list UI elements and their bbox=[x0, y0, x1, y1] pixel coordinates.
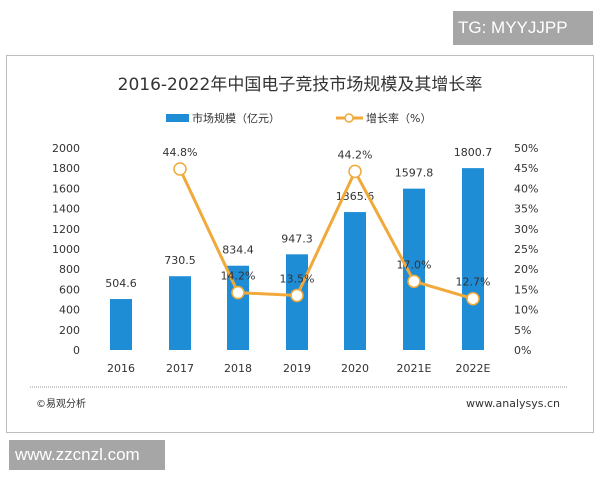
x-tick: 2021E bbox=[397, 362, 432, 375]
bar-label: 1597.8 bbox=[395, 167, 434, 180]
footer-url: www.analysys.cn bbox=[466, 397, 560, 410]
y-left-tick: 1400 bbox=[52, 203, 80, 216]
chart-frame bbox=[6, 55, 594, 433]
growth-label: 13.5% bbox=[280, 272, 315, 285]
growth-label: 44.2% bbox=[338, 148, 373, 161]
x-tick: 2019 bbox=[283, 362, 311, 375]
growth-point-2019 bbox=[290, 288, 304, 303]
y-right-tick: 5% bbox=[514, 324, 531, 337]
y-left-tick: 1800 bbox=[52, 162, 80, 175]
bar-2016 bbox=[110, 299, 132, 350]
chart-title: 2016-2022年中国电子竞技市场规模及其增长率 bbox=[118, 75, 483, 95]
y-right-tick: 15% bbox=[514, 283, 538, 296]
y-left-tick: 0 bbox=[73, 344, 80, 357]
y-left-tick: 400 bbox=[59, 304, 80, 317]
y-right-tick: 20% bbox=[514, 263, 538, 276]
y-left-tick: 200 bbox=[59, 324, 80, 337]
bar-label: 730.5 bbox=[164, 254, 196, 267]
legend-line-label: 增长率（%） bbox=[366, 111, 431, 125]
growth-point-2020 bbox=[348, 164, 362, 179]
legend-bar-label: 市场规模（亿元） bbox=[192, 111, 280, 125]
y-right-tick: 30% bbox=[514, 223, 538, 236]
y-left-tick: 1200 bbox=[52, 223, 80, 236]
growth-point-2017 bbox=[173, 162, 187, 176]
x-tick: 2017 bbox=[166, 362, 194, 375]
y-right-tick: 50% bbox=[514, 142, 538, 155]
watermark-bottom: www.zzcnzl.com bbox=[9, 440, 165, 470]
bar-label: 947.3 bbox=[281, 232, 313, 245]
y-left-tick: 1600 bbox=[52, 182, 80, 195]
growth-label: 14.2% bbox=[221, 270, 256, 283]
x-tick: 2022E bbox=[456, 362, 491, 375]
bar-2017 bbox=[169, 276, 191, 350]
bar-label: 1800.7 bbox=[454, 146, 493, 159]
y-right-tick: 10% bbox=[514, 304, 538, 317]
y-right-tick: 0% bbox=[514, 344, 531, 357]
bar-label: 834.4 bbox=[222, 244, 254, 257]
y-left-tick: 2000 bbox=[52, 142, 80, 155]
legend-line-marker bbox=[344, 113, 354, 123]
growth-point-2021E bbox=[407, 274, 421, 289]
y-right-tick: 45% bbox=[514, 162, 538, 175]
x-tick: 2020 bbox=[341, 362, 369, 375]
y-right-tick: 35% bbox=[514, 203, 538, 216]
footer-source: ©易观分析 bbox=[36, 397, 86, 410]
x-tick: 2016 bbox=[107, 362, 135, 375]
y-right-tick: 25% bbox=[514, 243, 538, 256]
growth-label: 12.7% bbox=[456, 276, 491, 289]
y-left-tick: 1000 bbox=[52, 243, 80, 256]
bar-2018 bbox=[227, 265, 249, 350]
legend: 市场规模（亿元） 增长率（%） bbox=[166, 111, 431, 125]
growth-line bbox=[178, 168, 474, 301]
growth-point-2022E bbox=[466, 291, 480, 306]
bar-2022E bbox=[462, 168, 484, 350]
y-left-tick: 600 bbox=[59, 283, 80, 296]
growth-label: 44.8% bbox=[163, 146, 198, 159]
bar-2020 bbox=[344, 212, 366, 350]
y-left-tick: 800 bbox=[59, 263, 80, 276]
y-right-tick: 40% bbox=[514, 182, 538, 195]
bar-label: 504.6 bbox=[105, 277, 137, 290]
growth-point-2018 bbox=[231, 285, 245, 300]
bar-2021E bbox=[403, 188, 425, 350]
legend-bar-swatch bbox=[166, 114, 189, 122]
watermark-top: TG: MYYJJPP bbox=[453, 11, 593, 45]
x-tick: 2018 bbox=[224, 362, 252, 375]
growth-label: 17.0% bbox=[397, 258, 432, 271]
